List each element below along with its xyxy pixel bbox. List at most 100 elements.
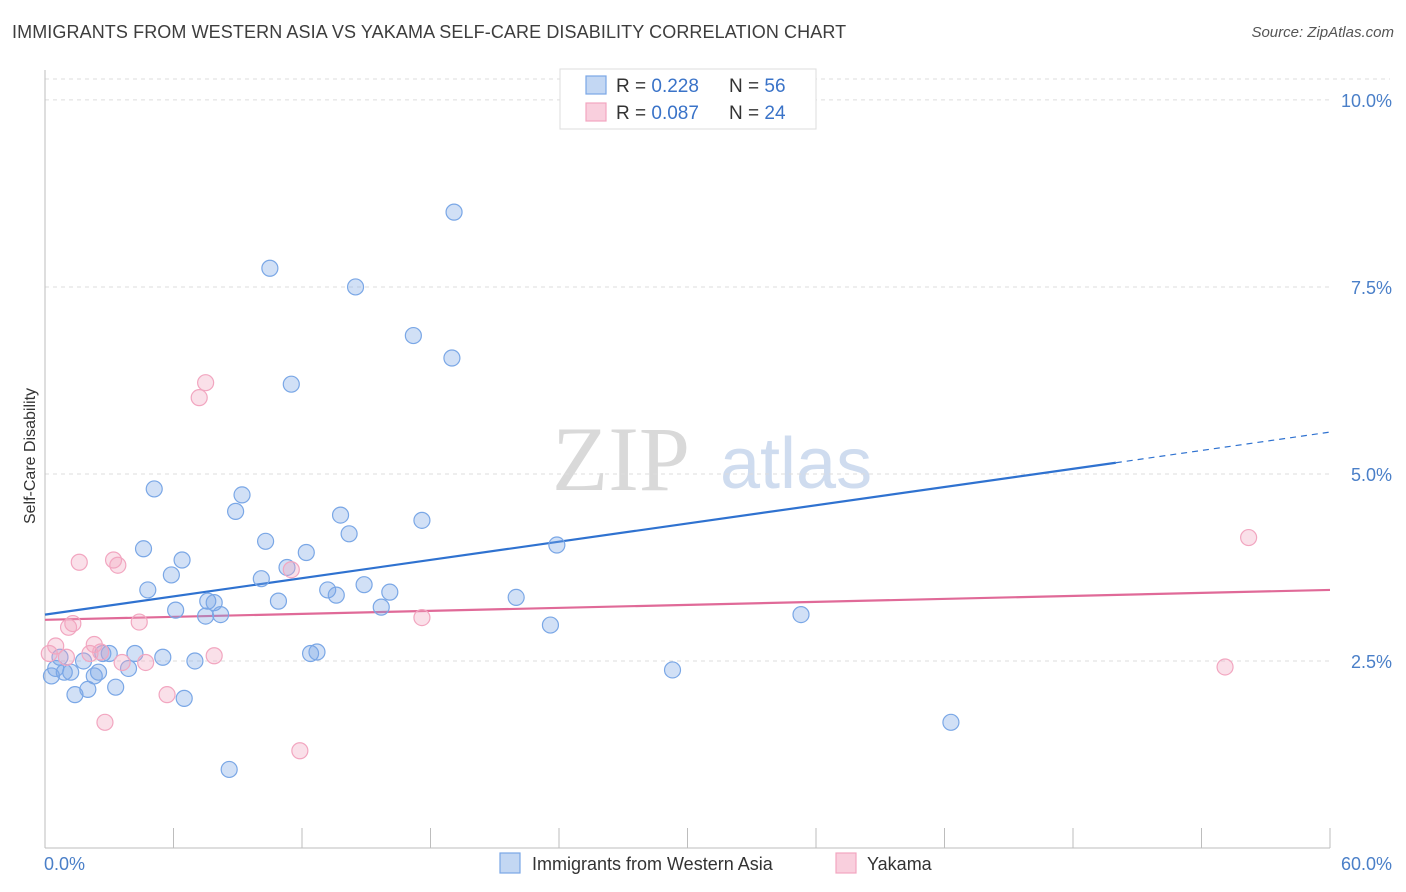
point-series-1-38 [301, 644, 320, 663]
y-tick-label-1: 5.0% [1351, 465, 1392, 485]
point-series-2-8 [92, 643, 110, 661]
trend-lines [44, 431, 1331, 621]
point-series-1-56 [792, 605, 810, 624]
bottom-legend-swatch-series-2 [835, 852, 857, 874]
legend-n-label-series-2: N = [729, 103, 764, 124]
trend-line-extension-series-1 [1115, 431, 1331, 464]
point-series-1-43 [340, 525, 358, 543]
legend-r-label-series-1: R = [616, 76, 651, 97]
y-tick-label-2: 7.5% [1351, 278, 1392, 298]
point-series-1-17 [145, 480, 163, 498]
point-series-1-33 [261, 259, 279, 277]
point-series-2-21 [413, 608, 431, 627]
point-series-1-18 [154, 648, 172, 666]
watermark: ZIP atlas [552, 408, 872, 510]
point-series-1-25 [199, 592, 217, 610]
y-tick-labels: 2.5% 5.0% 7.5% 10.0% [1341, 91, 1392, 672]
point-series-2-13 [130, 613, 148, 631]
point-series-1-30 [233, 486, 251, 504]
point-series-1-16 [139, 581, 157, 599]
chart-title: IMMIGRANTS FROM WESTERN ASIA VS YAKAMA S… [12, 22, 847, 42]
point-series-1-4 [62, 663, 80, 681]
point-series-1-54 [548, 536, 566, 554]
point-series-2-12 [113, 653, 131, 672]
point-series-1-39 [308, 643, 326, 661]
point-series-2-11 [109, 556, 127, 574]
point-series-1-50 [443, 349, 461, 367]
point-series-1-57 [942, 713, 960, 731]
point-series-1-24 [197, 607, 215, 625]
point-series-1-46 [372, 598, 390, 616]
point-series-1-15 [134, 540, 153, 558]
legend-n-value-series-2: 24 [764, 103, 786, 124]
point-series-1-5 [66, 686, 84, 704]
data-points [40, 203, 1258, 779]
point-series-1-11 [100, 644, 118, 663]
point-series-1-32 [256, 532, 275, 550]
point-series-1-40 [319, 581, 337, 599]
point-series-2-22 [1216, 658, 1234, 676]
gridlines [45, 78, 1390, 662]
y-tick-label-0: 2.5% [1351, 652, 1392, 672]
legend-n-series-1: N = 56 [729, 76, 786, 97]
bottom-legend: Immigrants from Western Asia Yakama [499, 852, 933, 874]
point-series-1-53 [541, 616, 560, 634]
point-series-2-18 [205, 647, 223, 665]
x-tick-label-min: 0.0% [44, 854, 85, 874]
point-series-1-55 [663, 661, 682, 679]
bottom-legend-label-series-1: Immigrants from Western Asia [532, 854, 774, 874]
legend-swatch-series-2 [585, 102, 607, 122]
point-series-2-16 [190, 389, 208, 407]
legend-r-series-1: R = 0.228 [616, 76, 699, 97]
point-series-1-49 [413, 511, 431, 529]
point-series-1-47 [381, 583, 399, 601]
point-series-2-1 [47, 637, 65, 655]
point-series-2-23 [1240, 528, 1258, 547]
point-series-2-15 [158, 686, 176, 704]
legend-r-series-2: R = 0.087 [616, 103, 699, 124]
point-series-1-23 [186, 652, 204, 670]
point-series-2-20 [291, 742, 309, 760]
point-series-1-22 [175, 689, 193, 707]
point-series-1-13 [119, 659, 138, 678]
trend-line-series-2 [44, 588, 1331, 621]
point-series-1-28 [220, 760, 238, 779]
point-series-2-4 [64, 614, 82, 633]
point-series-2-9 [96, 713, 114, 731]
source-label: Source: ZipAtlas.com [1251, 24, 1394, 41]
legend-n-label-series-1: N = [729, 76, 764, 97]
legend-swatch-series-1 [585, 75, 607, 95]
watermark-zip: ZIP [552, 408, 690, 510]
trend-line-series-1 [44, 461, 1116, 616]
point-series-1-27 [212, 605, 230, 624]
legend-r-label-series-2: R = [616, 103, 651, 124]
point-series-1-21 [173, 551, 191, 569]
point-series-1-36 [282, 375, 300, 393]
legend: R = 0.228 N = 56 R = 0.087 N = 24 [559, 68, 817, 130]
axes [44, 70, 1331, 849]
point-series-1-29 [227, 502, 245, 520]
legend-n-value-series-1: 56 [764, 76, 785, 97]
legend-r-value-series-2: 0.087 [651, 103, 699, 124]
point-series-1-20 [167, 601, 185, 619]
legend-r-value-series-1: 0.228 [651, 76, 699, 97]
point-series-1-3 [55, 663, 73, 681]
legend-n-series-2: N = 24 [729, 103, 786, 124]
point-series-1-44 [346, 278, 365, 296]
point-series-1-19 [162, 566, 180, 584]
point-series-1-41 [327, 586, 345, 604]
point-series-1-45 [355, 576, 373, 594]
point-series-1-51 [445, 203, 463, 221]
point-series-1-31 [252, 570, 270, 588]
x-tick-labels: 0.0% 60.0% [44, 854, 1392, 874]
x-tick-label-max: 60.0% [1341, 854, 1392, 874]
point-series-1-52 [507, 588, 525, 606]
bottom-legend-swatch-series-1 [499, 852, 521, 874]
y-tick-label-3: 10.0% [1341, 91, 1392, 111]
point-series-1-48 [404, 326, 422, 345]
watermark-atlas: atlas [720, 424, 872, 504]
point-series-2-5 [70, 553, 88, 571]
point-series-1-34 [269, 592, 288, 610]
point-series-1-9 [89, 663, 108, 681]
